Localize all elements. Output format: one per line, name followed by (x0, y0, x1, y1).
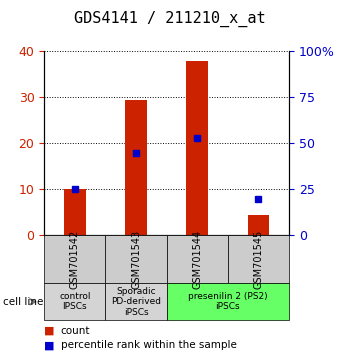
Text: GSM701543: GSM701543 (131, 230, 141, 289)
Text: Sporadic
PD-derived
iPSCs: Sporadic PD-derived iPSCs (111, 287, 161, 317)
Text: presenilin 2 (PS2)
iPSCs: presenilin 2 (PS2) iPSCs (188, 292, 268, 312)
Text: GSM701544: GSM701544 (192, 230, 202, 289)
Text: GSM701542: GSM701542 (70, 230, 80, 289)
Text: percentile rank within the sample: percentile rank within the sample (61, 340, 236, 350)
Text: ■: ■ (44, 326, 55, 336)
Text: GDS4141 / 211210_x_at: GDS4141 / 211210_x_at (74, 11, 266, 27)
Text: count: count (61, 326, 90, 336)
Bar (64, 189, 86, 235)
Text: control
IPSCs: control IPSCs (59, 292, 90, 312)
Text: cell line: cell line (3, 297, 44, 307)
Text: ■: ■ (44, 340, 55, 350)
Text: GSM701545: GSM701545 (253, 230, 264, 289)
Bar (186, 61, 208, 235)
Bar (248, 215, 269, 235)
Bar (125, 100, 147, 235)
